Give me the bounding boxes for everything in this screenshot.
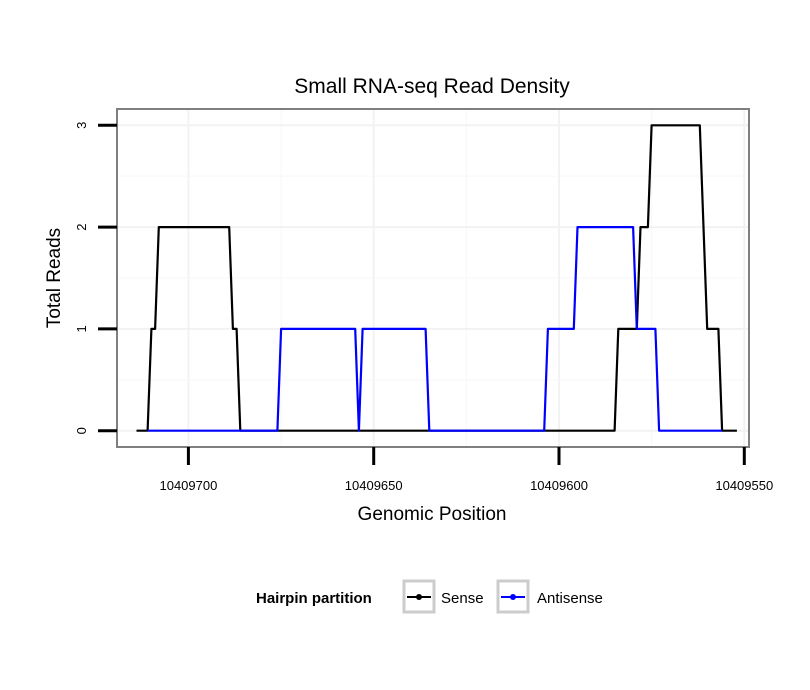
x-axis-label: Genomic Position xyxy=(358,504,507,525)
legend-label-sense: Sense xyxy=(441,590,484,607)
legend-dot-antisense xyxy=(510,594,516,600)
legend-dot-sense xyxy=(416,594,422,600)
x-tick-label: 10409600 xyxy=(530,478,588,493)
legend: Hairpin partition Sense Antisense xyxy=(256,579,603,614)
y-axis-label: Total Reads xyxy=(44,228,65,328)
y-axis: 0 1 2 3 xyxy=(74,122,117,434)
series-layer xyxy=(136,124,737,432)
y-tick-label: 1 xyxy=(74,325,89,332)
y-tick-label: 2 xyxy=(74,223,89,230)
y-tick-label: 0 xyxy=(74,427,89,434)
legend-title: Hairpin partition xyxy=(256,590,372,607)
plot-panel xyxy=(116,108,750,448)
series-line-antisense xyxy=(147,226,723,432)
series-line-sense xyxy=(136,124,737,432)
chart-title: Small RNA-seq Read Density xyxy=(294,75,570,98)
grid xyxy=(118,110,748,446)
y-tick-label: 3 xyxy=(74,122,89,129)
legend-label-antisense: Antisense xyxy=(537,590,603,607)
x-axis: 10409700 10409650 10409600 10409550 xyxy=(159,447,773,493)
x-tick-label: 10409650 xyxy=(345,478,403,493)
x-tick-label: 10409550 xyxy=(715,478,773,493)
x-tick-label: 10409700 xyxy=(159,478,217,493)
